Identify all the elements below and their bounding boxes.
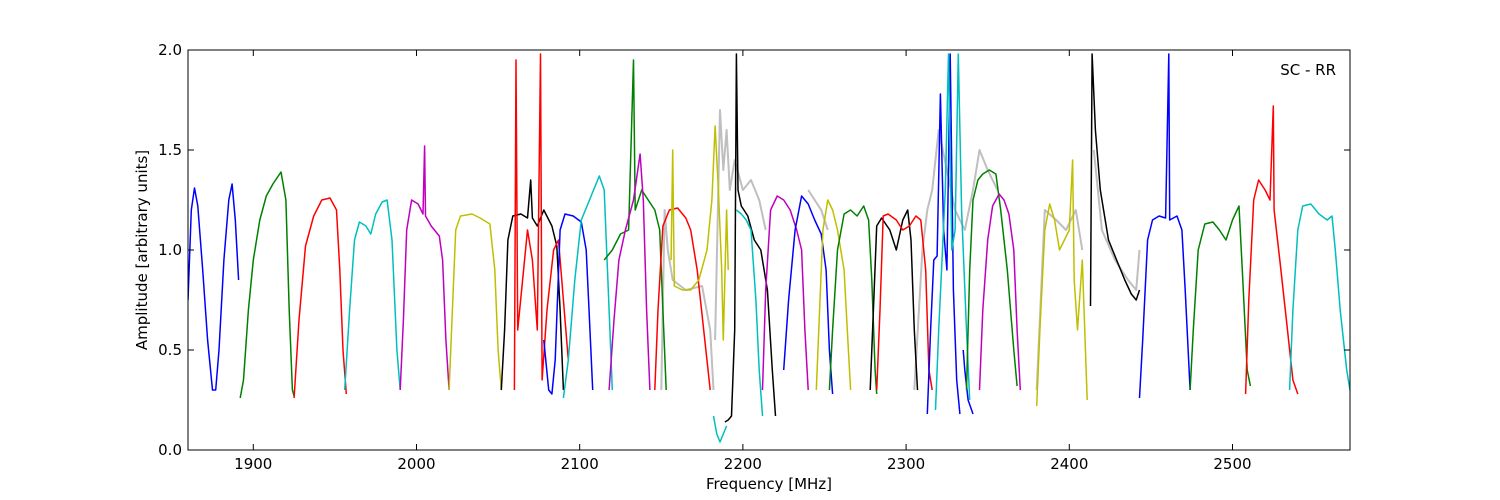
x-tick-label: 2400 xyxy=(1050,455,1088,473)
series-line-0 xyxy=(660,209,715,391)
series-line-12 xyxy=(500,179,565,391)
x-axis: 1900 2000 2100 2200 2300 2400 2500 xyxy=(234,50,1252,473)
series-line-18 xyxy=(654,207,711,391)
y-tick-label: 0.5 xyxy=(158,341,182,359)
x-tick-label: 2000 xyxy=(397,455,435,473)
series-line-21 xyxy=(724,53,777,423)
series-line-27 xyxy=(869,209,919,391)
series-line-6 xyxy=(188,183,240,391)
series-line-19 xyxy=(670,125,729,341)
x-axis-label: Frequency [MHz] xyxy=(706,475,832,493)
x-tick-label: 2300 xyxy=(887,455,925,473)
series-line-10 xyxy=(399,145,450,391)
y-tick-label: 0.0 xyxy=(158,441,182,459)
series-layer xyxy=(188,53,1350,443)
series-line-34 xyxy=(1035,159,1088,407)
series-line-15 xyxy=(562,175,614,399)
x-tick-label: 2100 xyxy=(561,455,599,473)
series-line-16 xyxy=(603,59,667,391)
series-line-23 xyxy=(761,195,809,391)
series-line-28 xyxy=(875,213,933,391)
series-line-25 xyxy=(815,199,852,391)
x-tick-label: 2500 xyxy=(1213,455,1251,473)
series-line-38 xyxy=(1244,105,1299,395)
y-tick-label: 2.0 xyxy=(158,41,182,59)
series-line-8 xyxy=(293,197,348,399)
series-line-13 xyxy=(513,53,570,391)
series-line-32 xyxy=(965,169,1018,391)
series-line-37 xyxy=(1189,205,1252,391)
series-line-11 xyxy=(448,213,503,391)
x-tick-label: 2200 xyxy=(724,455,762,473)
series-line-7 xyxy=(239,171,295,399)
y-tick-label: 1.5 xyxy=(158,141,182,159)
series-line-39 xyxy=(1288,203,1350,391)
series-line-14 xyxy=(543,213,594,395)
series-line-36 xyxy=(1138,53,1191,399)
series-line-30 xyxy=(934,53,971,411)
chart-annotation: SC - RR xyxy=(1280,61,1336,79)
series-line-17 xyxy=(608,153,651,391)
series-line-24 xyxy=(782,195,834,395)
y-tick-label: 1.0 xyxy=(158,241,182,259)
series-line-1 xyxy=(714,109,767,341)
series-line-4 xyxy=(1035,209,1084,391)
x-tick-label: 1900 xyxy=(234,455,272,473)
y-axis: 0.0 0.5 1.0 1.5 2.0 xyxy=(158,41,1350,459)
series-line-22 xyxy=(735,209,764,417)
series-line-33 xyxy=(978,193,1022,391)
series-line-35 xyxy=(1089,53,1141,307)
series-line-20 xyxy=(712,415,728,443)
series-line-9 xyxy=(343,199,401,391)
y-axis-label: Amplitude [arbitrary units] xyxy=(133,150,151,350)
plot-background xyxy=(188,50,1350,450)
